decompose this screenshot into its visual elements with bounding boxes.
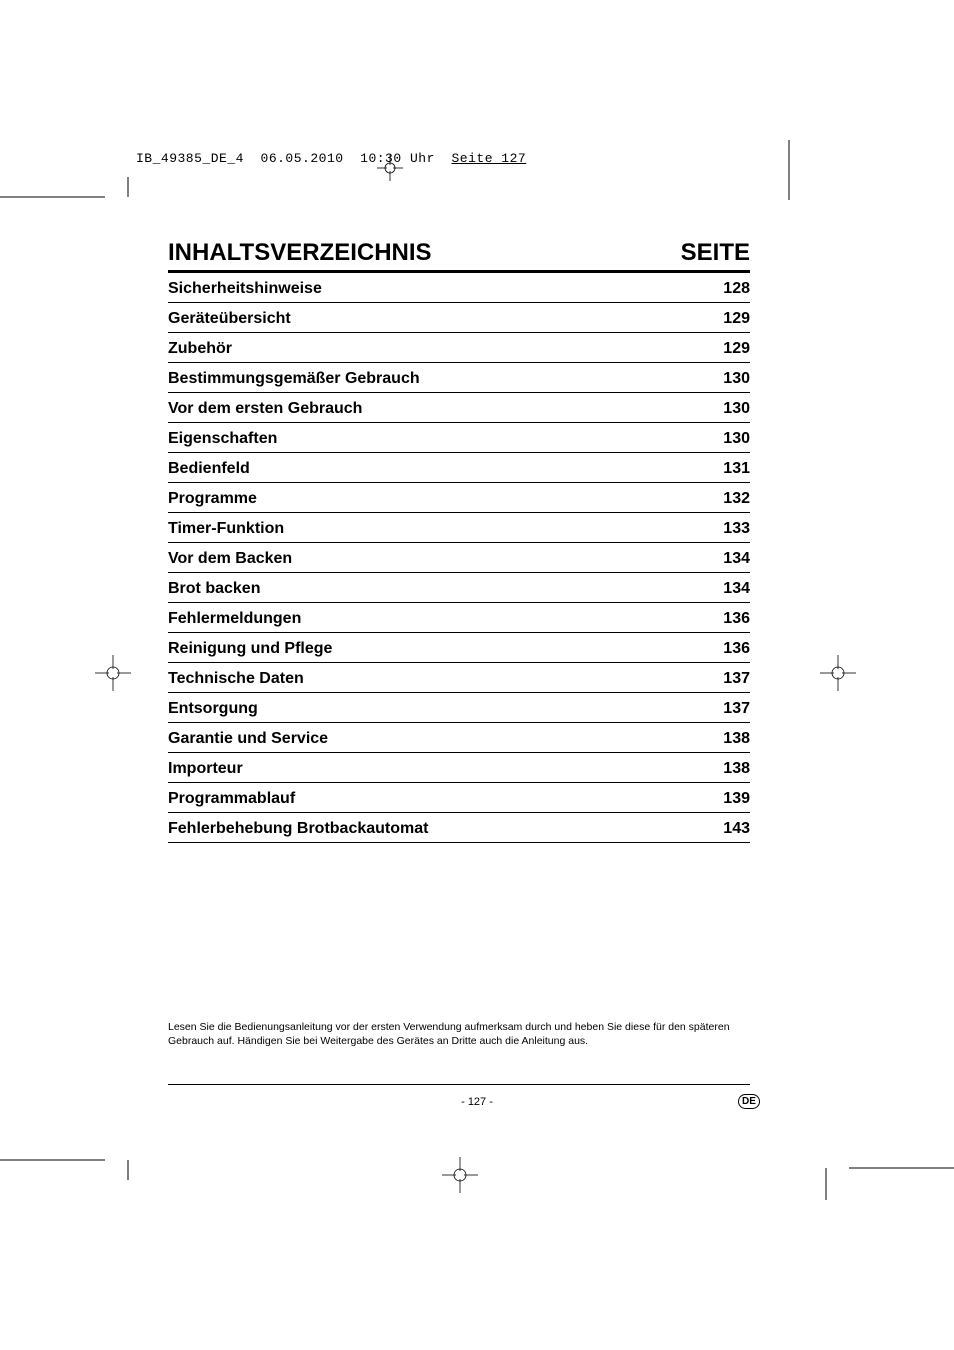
toc-row: Bedienfeld 131	[168, 453, 750, 483]
toc-row: Entsorgung 137	[168, 693, 750, 723]
toc-item-title: Fehlermeldungen	[168, 610, 301, 628]
content-block: INHALTSVERZEICHNIS SEITE Sicherheitshinw…	[168, 239, 750, 843]
toc-item-page: 130	[723, 370, 750, 388]
toc-item-page: 137	[723, 670, 750, 688]
toc-item-page: 137	[723, 700, 750, 718]
toc-item-title: Zubehör	[168, 340, 232, 358]
toc-item-page: 129	[723, 310, 750, 328]
toc-item-title: Timer-Funktion	[168, 520, 284, 538]
locale-badge: DE	[738, 1094, 760, 1109]
toc-row: Zubehör 129	[168, 333, 750, 363]
toc-item-title: Programmablauf	[168, 790, 295, 808]
toc-item-title: Vor dem ersten Gebrauch	[168, 400, 362, 418]
footer-note: Lesen Sie die Bedienungsanleitung vor de…	[168, 1020, 750, 1048]
toc-item-page: 138	[723, 730, 750, 748]
toc-item-title: Geräteübersicht	[168, 310, 291, 328]
toc-item-title: Eigenschaften	[168, 430, 277, 448]
toc-item-title: Bestimmungsgemäßer Gebrauch	[168, 370, 420, 388]
toc-row: Vor dem Backen 134	[168, 543, 750, 573]
imprint-date: 06.05.2010	[261, 151, 344, 166]
crop-bottom-left	[0, 1140, 140, 1180]
toc-row: Programmablauf 139	[168, 783, 750, 813]
toc-item-title: Bedienfeld	[168, 460, 250, 478]
registration-mark-left	[95, 655, 131, 691]
toc-item-page: 129	[723, 340, 750, 358]
toc-item-title: Entsorgung	[168, 700, 258, 718]
toc-row: Sicherheitshinweise 128	[168, 273, 750, 303]
toc-title-row: INHALTSVERZEICHNIS SEITE	[168, 239, 750, 273]
toc-item-title: Garantie und Service	[168, 730, 328, 748]
toc-item-title: Reinigung und Pflege	[168, 640, 332, 658]
toc-row: Technische Daten 137	[168, 663, 750, 693]
toc-item-page: 128	[723, 280, 750, 298]
page: IB_49385_DE_4 06.05.2010 10:30 Uhr Seite…	[0, 0, 954, 1350]
toc-item-page: 143	[723, 820, 750, 838]
toc-row: Geräteübersicht 129	[168, 303, 750, 333]
registration-mark-bottom	[442, 1157, 478, 1193]
toc-list: Sicherheitshinweise 128 Geräteübersicht 129…	[168, 273, 750, 843]
toc-item-title: Sicherheitshinweise	[168, 280, 322, 298]
toc-row: Reinigung und Pflege 136	[168, 633, 750, 663]
toc-row: Vor dem ersten Gebrauch 130	[168, 393, 750, 423]
toc-row: Garantie und Service 138	[168, 723, 750, 753]
toc-row: Bestimmungsgemäßer Gebrauch 130	[168, 363, 750, 393]
toc-item-page: 136	[723, 610, 750, 628]
toc-item-page: 131	[723, 460, 750, 478]
toc-title-left: INHALTSVERZEICHNIS	[168, 239, 432, 267]
toc-title-right: SEITE	[681, 239, 750, 267]
toc-item-page: 136	[723, 640, 750, 658]
toc-item-page: 133	[723, 520, 750, 538]
toc-row: Timer-Funktion 133	[168, 513, 750, 543]
toc-item-page: 138	[723, 760, 750, 778]
registration-mark-top	[377, 155, 403, 181]
toc-item-title: Technische Daten	[168, 670, 304, 688]
page-number: - 127 -	[0, 1096, 954, 1108]
toc-row: Eigenschaften 130	[168, 423, 750, 453]
toc-item-page: 132	[723, 490, 750, 508]
toc-row: Fehlerbehebung Brotbackautomat 143	[168, 813, 750, 843]
toc-row: Importeur 138	[168, 753, 750, 783]
crop-top-left	[0, 177, 140, 217]
toc-item-title: Vor dem Backen	[168, 550, 292, 568]
registration-mark-right	[820, 655, 856, 691]
toc-item-page: 134	[723, 550, 750, 568]
toc-item-page: 130	[723, 430, 750, 448]
toc-item-title: Importeur	[168, 760, 243, 778]
toc-item-title: Fehlerbehebung Brotbackautomat	[168, 820, 428, 838]
crop-top-right	[774, 130, 954, 210]
toc-item-title: Programme	[168, 490, 257, 508]
toc-item-page: 134	[723, 580, 750, 598]
imprint-file: IB_49385_DE_4	[136, 151, 244, 166]
toc-row: Brot backen 134	[168, 573, 750, 603]
toc-row: Fehlermeldungen 136	[168, 603, 750, 633]
toc-item-page: 139	[723, 790, 750, 808]
toc-item-page: 130	[723, 400, 750, 418]
toc-item-title: Brot backen	[168, 580, 260, 598]
toc-row: Programme 132	[168, 483, 750, 513]
crop-bottom-right	[774, 1140, 954, 1200]
footer-rule	[168, 1084, 750, 1085]
imprint-page: Seite 127	[451, 151, 526, 166]
imprint-header: IB_49385_DE_4 06.05.2010 10:30 Uhr Seite…	[136, 151, 526, 166]
